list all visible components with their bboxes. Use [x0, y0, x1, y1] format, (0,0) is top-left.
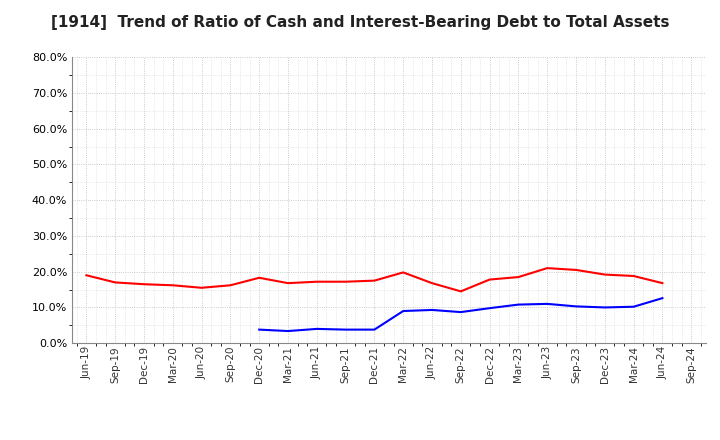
- Interest-Bearing Debt: [399, 308, 408, 314]
- Interest-Bearing Debt: [284, 328, 292, 334]
- Interest-Bearing Debt: [572, 304, 580, 309]
- Text: [1914]  Trend of Ratio of Cash and Interest-Bearing Debt to Total Assets: [1914] Trend of Ratio of Cash and Intere…: [50, 15, 670, 30]
- Interest-Bearing Debt: [312, 326, 321, 332]
- Cash: [485, 277, 494, 282]
- Line: Interest-Bearing Debt: Interest-Bearing Debt: [259, 298, 662, 331]
- Cash: [312, 279, 321, 284]
- Cash: [168, 282, 177, 288]
- Cash: [111, 280, 120, 285]
- Interest-Bearing Debt: [456, 309, 465, 315]
- Interest-Bearing Debt: [485, 305, 494, 311]
- Cash: [629, 273, 638, 279]
- Cash: [226, 282, 235, 288]
- Cash: [140, 282, 148, 287]
- Interest-Bearing Debt: [543, 301, 552, 307]
- Interest-Bearing Debt: [514, 302, 523, 307]
- Cash: [572, 267, 580, 272]
- Cash: [456, 289, 465, 294]
- Interest-Bearing Debt: [629, 304, 638, 309]
- Interest-Bearing Debt: [341, 327, 350, 332]
- Cash: [197, 285, 206, 290]
- Cash: [341, 279, 350, 284]
- Cash: [600, 272, 609, 277]
- Cash: [658, 281, 667, 286]
- Cash: [428, 281, 436, 286]
- Line: Cash: Cash: [86, 268, 662, 291]
- Cash: [514, 275, 523, 280]
- Interest-Bearing Debt: [600, 305, 609, 310]
- Cash: [543, 265, 552, 271]
- Cash: [82, 273, 91, 278]
- Interest-Bearing Debt: [370, 327, 379, 332]
- Cash: [255, 275, 264, 280]
- Cash: [284, 281, 292, 286]
- Interest-Bearing Debt: [658, 296, 667, 301]
- Interest-Bearing Debt: [428, 307, 436, 312]
- Cash: [370, 278, 379, 283]
- Cash: [399, 270, 408, 275]
- Interest-Bearing Debt: [255, 327, 264, 332]
